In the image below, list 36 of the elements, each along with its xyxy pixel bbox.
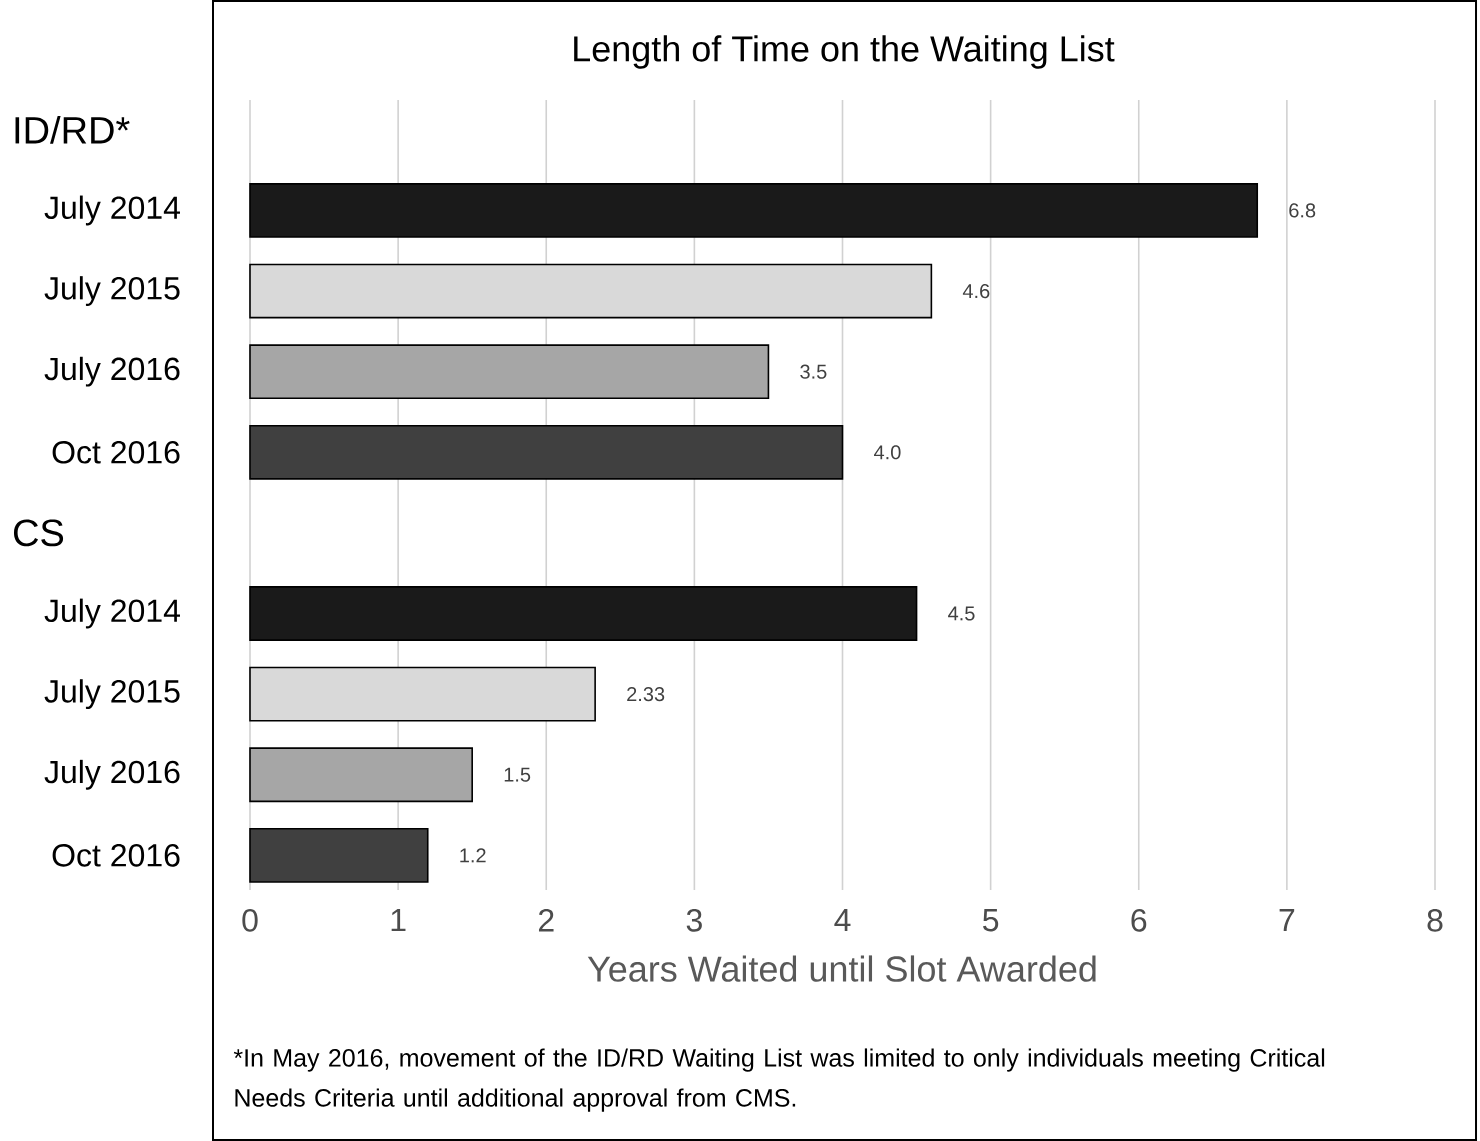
x-tick-label: 8	[1427, 909, 1443, 932]
x-tick-label: 3	[686, 909, 702, 932]
bar	[249, 183, 1259, 238]
data-label: 4.5	[948, 606, 975, 621]
bar	[249, 827, 429, 883]
y-tick-label: July 2016	[44, 759, 180, 790]
data-label: 4.6	[962, 283, 990, 299]
y-tick-label: Oct 2016	[52, 440, 180, 464]
x-axis-title: Years Waited until Slot Awarded	[587, 955, 1096, 982]
x-tick-label: 6	[1131, 909, 1147, 932]
x-tick-label: 7	[1279, 909, 1295, 932]
data-label: 4.0	[874, 445, 901, 460]
bar	[249, 747, 473, 803]
x-tick-label: 4	[834, 909, 851, 932]
data-label: 3.5	[800, 364, 827, 379]
data-label: 6.8	[1289, 203, 1316, 218]
y-tick-label: July 2014	[44, 195, 180, 226]
y-tick-label: July 2015	[44, 679, 180, 710]
text: CS	[13, 519, 64, 547]
data-label: 1.2	[460, 848, 486, 863]
y-tick-label: July 2014	[44, 598, 180, 629]
bar	[249, 424, 844, 480]
bar	[249, 586, 918, 641]
x-tick-label: 2	[538, 909, 554, 932]
x-tick-label: 0	[242, 909, 258, 932]
x-tick-label: 1	[391, 909, 406, 932]
y-tick-label: July 2016	[44, 356, 180, 387]
chart-title: Length of Time on the Waiting List	[574, 35, 1115, 69]
text: *In May 2016, movement of the ID/RD Waiting List was limited to only individuals meeting Critical Needs Criteria until additional approval from CMS.	[233, 1048, 1325, 1112]
y-tick-label: July 2015	[44, 276, 180, 306]
text: ID/RD*	[15, 115, 130, 144]
x-tick-label: 5	[983, 909, 999, 932]
data-label: 2.33	[627, 687, 665, 702]
bar	[249, 344, 770, 400]
data-label: 1.5	[504, 767, 531, 782]
y-tick-label: Oct 2016	[52, 844, 180, 867]
